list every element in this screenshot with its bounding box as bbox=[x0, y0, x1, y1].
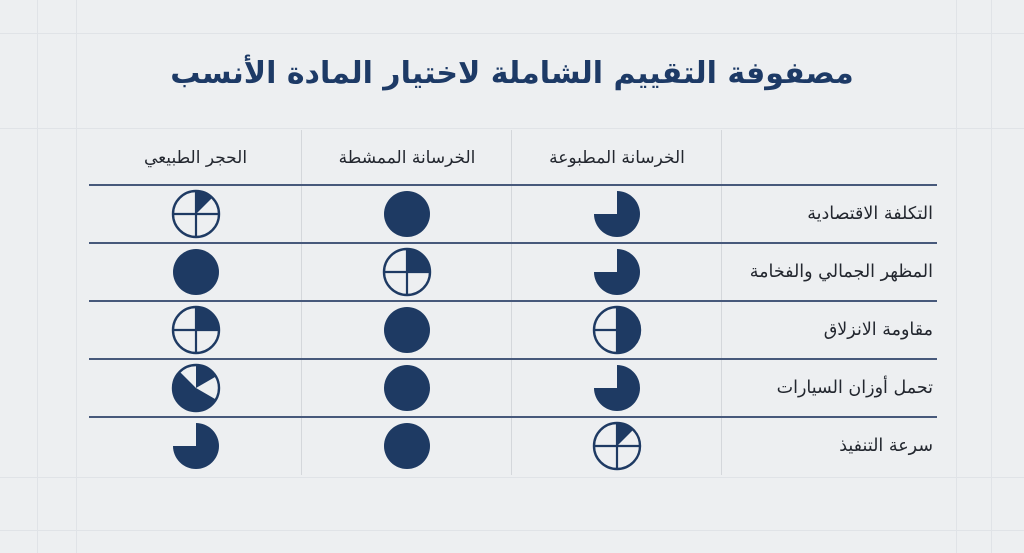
column-divider bbox=[301, 130, 302, 475]
harvey-ball-two-thirds-icon bbox=[171, 363, 220, 413]
rating-cell bbox=[89, 417, 302, 475]
column-header-0: الخرسانة المطبوعة bbox=[549, 147, 685, 168]
harvey-ball-full-icon bbox=[384, 423, 430, 469]
page-title: مصفوفة التقييم الشاملة لاختيار المادة ال… bbox=[170, 56, 854, 91]
rating-cell bbox=[89, 243, 302, 301]
row-divider bbox=[89, 184, 937, 186]
column-header-1: الخرسانة الممشطة bbox=[338, 147, 476, 168]
rating-cell bbox=[512, 301, 722, 359]
column-divider bbox=[721, 130, 722, 475]
rating-cell bbox=[89, 359, 302, 417]
rating-cell bbox=[302, 185, 512, 243]
column-header-2: الحجر الطبيعي bbox=[143, 147, 248, 168]
row-label: التكلفة الاقتصادية bbox=[807, 204, 933, 224]
rating-cell bbox=[89, 185, 302, 243]
row-divider bbox=[89, 416, 937, 418]
harvey-ball-full-icon bbox=[384, 307, 430, 353]
row-divider bbox=[89, 242, 937, 244]
harvey-ball-eighth-icon bbox=[171, 189, 220, 239]
rating-cell bbox=[302, 301, 512, 359]
harvey-ball-three-quarter-icon bbox=[594, 191, 640, 237]
harvey-ball-half-icon bbox=[592, 305, 642, 355]
harvey-ball-quarter-icon bbox=[171, 305, 220, 355]
rating-cell bbox=[512, 417, 722, 475]
row-label: سرعة التنفيذ bbox=[839, 436, 933, 456]
row-label: تحمل أوزان السيارات bbox=[776, 378, 933, 398]
rating-cell bbox=[302, 243, 512, 301]
row-label: المظهر الجمالي والفخامة bbox=[749, 262, 933, 282]
rating-cell bbox=[302, 359, 512, 417]
evaluation-matrix: الخرسانة المطبوعة الخرسانة الممشطة الحجر ا… bbox=[89, 130, 937, 475]
rating-cell bbox=[302, 417, 512, 475]
row-label: مقاومة الانزلاق bbox=[823, 320, 933, 340]
rating-cell bbox=[89, 301, 302, 359]
header-criteria-blank bbox=[722, 130, 937, 185]
harvey-ball-full-icon bbox=[384, 191, 430, 237]
matrix-grid: الخرسانة المطبوعة الخرسانة الممشطة الحجر ا… bbox=[89, 130, 937, 475]
harvey-ball-three-quarter-icon bbox=[172, 423, 219, 469]
harvey-ball-eighth-icon bbox=[592, 421, 642, 471]
harvey-ball-quarter-icon bbox=[382, 247, 432, 297]
rating-cell bbox=[512, 359, 722, 417]
row-divider bbox=[89, 358, 937, 360]
harvey-ball-full-icon bbox=[172, 249, 219, 295]
harvey-ball-three-quarter-icon bbox=[594, 365, 640, 411]
row-divider bbox=[89, 300, 937, 302]
column-divider bbox=[511, 130, 512, 475]
rating-cell bbox=[512, 243, 722, 301]
rating-cell bbox=[512, 185, 722, 243]
harvey-ball-three-quarter-icon bbox=[594, 249, 640, 295]
harvey-ball-full-icon bbox=[384, 365, 430, 411]
